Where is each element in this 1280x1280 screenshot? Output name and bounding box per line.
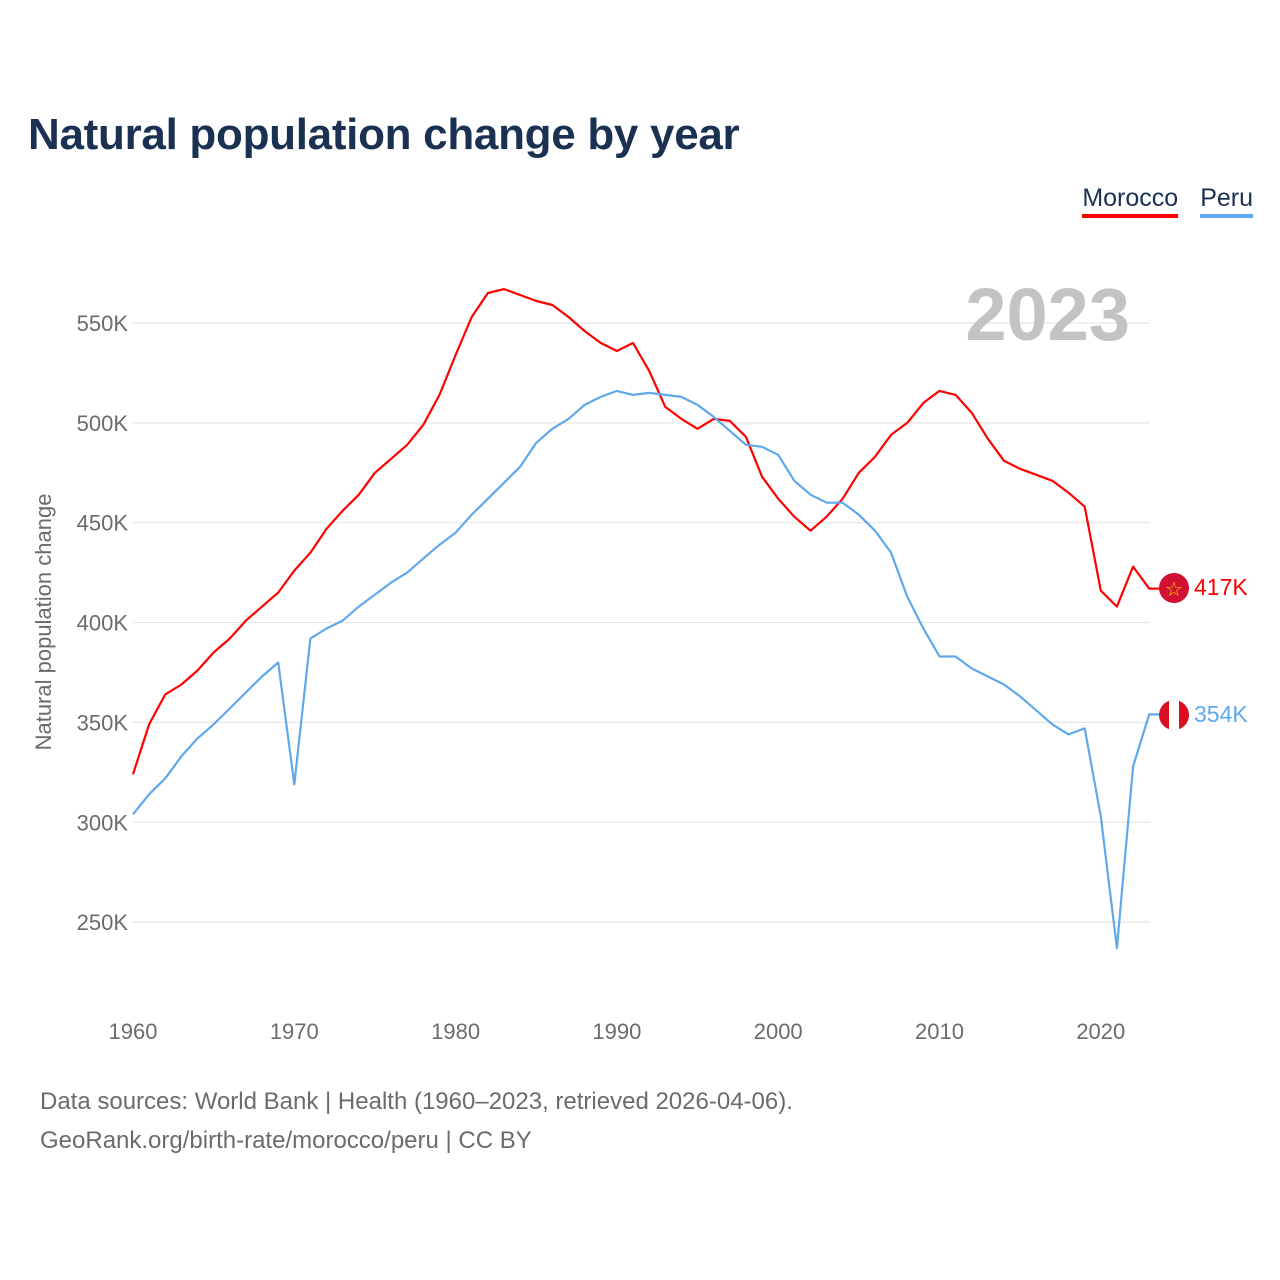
footer-sources: Data sources: World Bank | Health (1960–… [40,1088,793,1115]
y-tick-label: 400K [77,611,129,636]
year-watermark: 2023 [965,273,1130,356]
x-tick-label: 2010 [915,1019,964,1044]
peru-end-label: 354K [1194,701,1248,727]
series-line-morocco [131,288,1162,775]
legend-item-morocco[interactable]: Morocco [1082,184,1179,218]
x-tick-label: 2020 [1076,1019,1125,1044]
y-axis-label: Natural population change [31,494,56,751]
x-tick-label: 2000 [754,1019,803,1044]
morocco-end-label: 417K [1194,574,1248,600]
x-tick-label: 1970 [270,1019,319,1044]
y-tick-label: 350K [77,710,129,735]
peru-flag-icon [1159,700,1189,730]
legend: Morocco Peru [1082,184,1253,218]
y-tick-label: 450K [77,511,129,536]
svg-text:☆: ☆ [1165,579,1183,601]
y-tick-label: 500K [77,411,129,436]
y-tick-label: 250K [77,910,129,935]
chart-title: Natural population change by year [28,110,740,159]
x-tick-label: 1980 [431,1019,480,1044]
series-line-peru [132,389,1162,950]
morocco-flag-icon: ☆ [1159,573,1189,603]
x-tick-label: 1990 [592,1019,641,1044]
footer-link[interactable]: GeoRank.org/birth-rate/morocco/peru | CC… [40,1127,532,1154]
x-tick-label: 1960 [109,1019,158,1044]
legend-item-peru[interactable]: Peru [1200,184,1253,218]
y-tick-label: 550K [77,311,129,336]
y-tick-label: 300K [77,810,129,835]
